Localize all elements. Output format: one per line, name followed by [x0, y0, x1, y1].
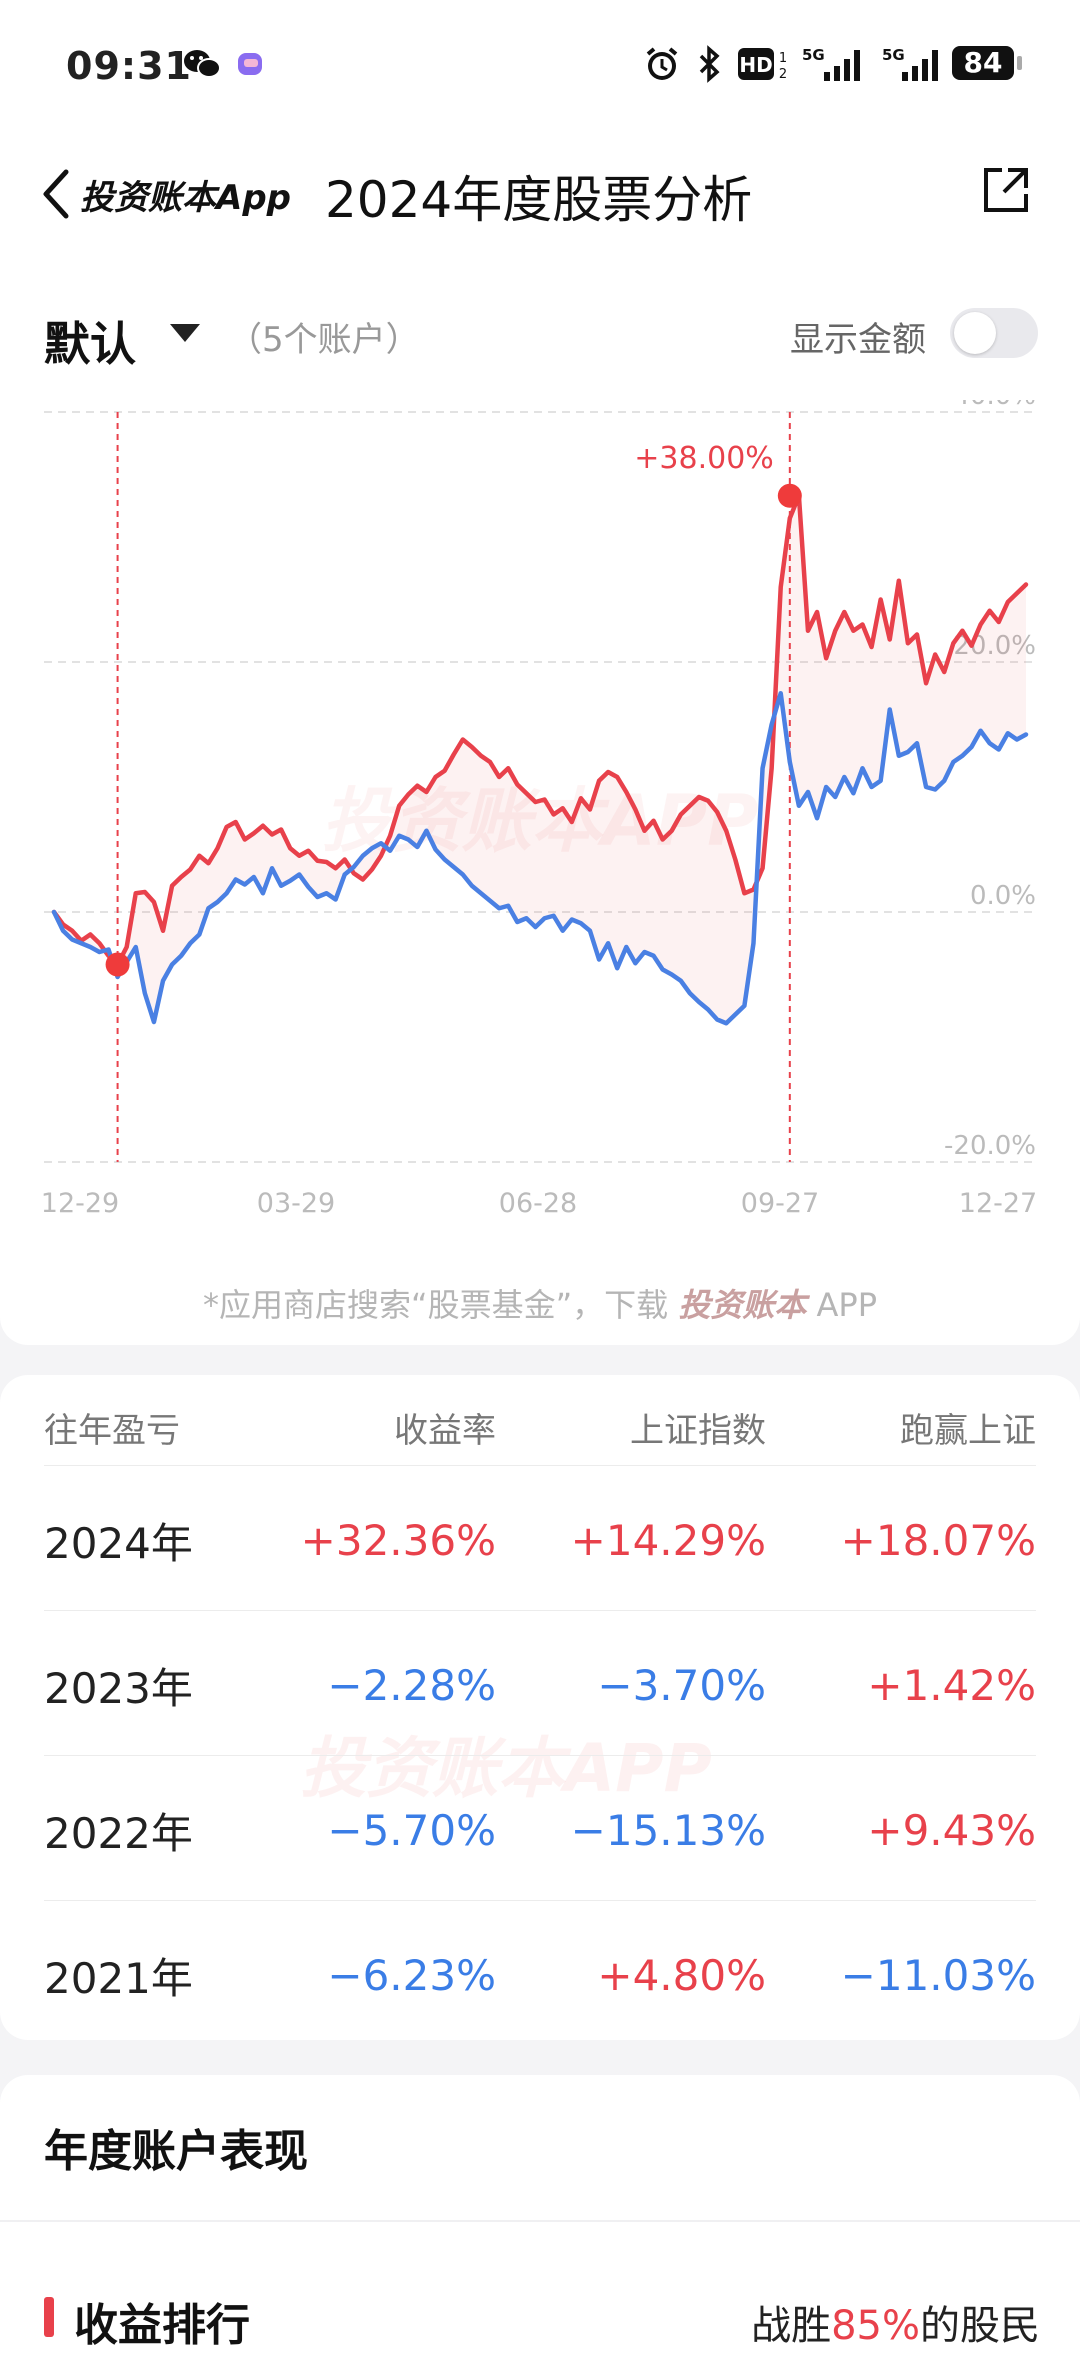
row-beat-index: +1.42%	[867, 1661, 1036, 1710]
y-tick-label: -20.0%	[944, 1131, 1036, 1161]
battery-indicator: 84	[952, 46, 1022, 80]
x-tick-label: 12-27	[959, 1188, 1037, 1219]
bluetooth-icon	[699, 45, 720, 83]
table-row: 2022年 −5.70% −15.13% +9.43%	[44, 1755, 1036, 1900]
signal-5g-icon-1: 5G	[802, 46, 860, 81]
x-tick-label: 03-29	[257, 1188, 335, 1219]
footnote-prefix: *应用商店搜索“股票基金”，下载	[202, 1286, 669, 1324]
beat-suffix: 的股民	[920, 2303, 1040, 2349]
row-beat-index: −11.03%	[840, 1951, 1036, 2000]
header-index: 上证指数	[630, 1411, 766, 1451]
marker-dot	[105, 952, 130, 977]
rank-accent-bar	[44, 2297, 54, 2337]
status-time: 09:31	[66, 44, 192, 88]
svg-text:5G: 5G	[802, 46, 825, 64]
row-year: 2023年	[44, 1664, 193, 1713]
yearly-returns-table: 往年盈亏 收益率 上证指数 跑赢上证 投资账本APP 2024年 +32.36% +…	[0, 1375, 1080, 2040]
row-index-return: −3.70%	[597, 1661, 766, 1710]
marker-dot	[777, 483, 802, 508]
hd-icon: HD 1 2	[738, 48, 787, 82]
table-row: 2024年 +32.36% +14.29% +18.07%	[44, 1465, 1036, 1610]
footnote-brand: 投资账本	[678, 1286, 807, 1324]
wechat-icon	[184, 50, 221, 78]
beat-percent: 85%	[831, 2303, 920, 2349]
app-store-footnote: *应用商店搜索“股票基金”，下载 投资账本 APP	[0, 1280, 1080, 1326]
section-divider	[0, 2220, 1080, 2222]
return-chart[interactable]: 投资账本APP40.0%20.0%0.0%-20.0%12-2903-2906-…	[0, 400, 1080, 1280]
row-year: 2022年	[44, 1809, 193, 1858]
beat-prefix: 战胜	[751, 2303, 832, 2349]
rank-title: 收益排行	[74, 2300, 250, 2351]
share-icon[interactable]	[980, 164, 1032, 216]
row-return: +32.36%	[300, 1516, 496, 1565]
beat-investors-text: 战胜85%的股民	[751, 2293, 1040, 2351]
status-bar: 09:31 HD 1 2 5G 5G 84	[0, 0, 1080, 130]
excess-return-area	[54, 495, 1026, 1024]
account-count: （5个账户）	[228, 320, 420, 360]
y-tick-label: 40.0%	[953, 400, 1036, 411]
annual-performance-title: 年度账户表现	[44, 2126, 308, 2177]
header-return: 收益率	[394, 1411, 496, 1451]
alarm-icon	[646, 47, 678, 80]
y-tick-label: 0.0%	[970, 881, 1036, 911]
row-beat-index: +18.07%	[840, 1516, 1036, 1565]
signal-5g-icon-2: 5G	[882, 46, 938, 81]
page-title: 2024年度股票分析	[325, 171, 753, 229]
row-return: −6.23%	[327, 1951, 496, 2000]
svg-text:1: 1	[779, 51, 787, 66]
app-header: 投资账本App 2024年度股票分析	[0, 130, 1080, 250]
table-header: 往年盈亏 收益率 上证指数 跑赢上证	[0, 1375, 1080, 1465]
peak-label: +38.00%	[634, 441, 774, 476]
account-dropdown-caret-icon[interactable]	[170, 324, 200, 342]
x-tick-label: 06-28	[499, 1188, 577, 1219]
svg-text:5G: 5G	[882, 46, 905, 64]
back-brand-label[interactable]: 投资账本App	[80, 178, 291, 218]
x-tick-label: 09-27	[741, 1188, 819, 1219]
header-beat: 跑赢上证	[900, 1411, 1036, 1451]
header-year: 往年盈亏	[44, 1411, 180, 1451]
row-index-return: −15.13%	[570, 1806, 766, 1855]
row-index-return: +14.29%	[570, 1516, 766, 1565]
row-index-return: +4.80%	[597, 1951, 766, 2000]
row-return: −2.28%	[327, 1661, 496, 1710]
x-tick-label: 12-29	[41, 1188, 119, 1219]
back-arrow-icon[interactable]	[36, 164, 80, 224]
row-year: 2021年	[44, 1954, 193, 2003]
footnote-suffix: APP	[806, 1286, 877, 1324]
show-amount-toggle[interactable]	[950, 308, 1038, 358]
svg-text:2: 2	[779, 67, 787, 82]
svg-text:HD: HD	[739, 53, 772, 77]
show-amount-label: 显示金额	[790, 320, 926, 360]
index-line	[51, 691, 1029, 1026]
table-row: 2023年 −2.28% −3.70% +1.42%	[44, 1610, 1036, 1755]
table-row: 2021年 −6.23% +4.80% −11.03%	[44, 1900, 1036, 2045]
row-year: 2024年	[44, 1519, 193, 1568]
annual-performance-card: 年度账户表现 收益排行 战胜85%的股民	[0, 2075, 1080, 2376]
account-selector-label[interactable]: 默认	[44, 317, 136, 371]
toggle-knob	[954, 312, 996, 354]
app-notification-icon	[238, 53, 262, 75]
portfolio-line	[51, 493, 1029, 967]
row-return: −5.70%	[327, 1806, 496, 1855]
row-beat-index: +9.43%	[867, 1806, 1036, 1855]
chart-card: 默认 （5个账户） 显示金额 投资账本APP40.0%20.0%0.0%-20.…	[0, 250, 1080, 1345]
